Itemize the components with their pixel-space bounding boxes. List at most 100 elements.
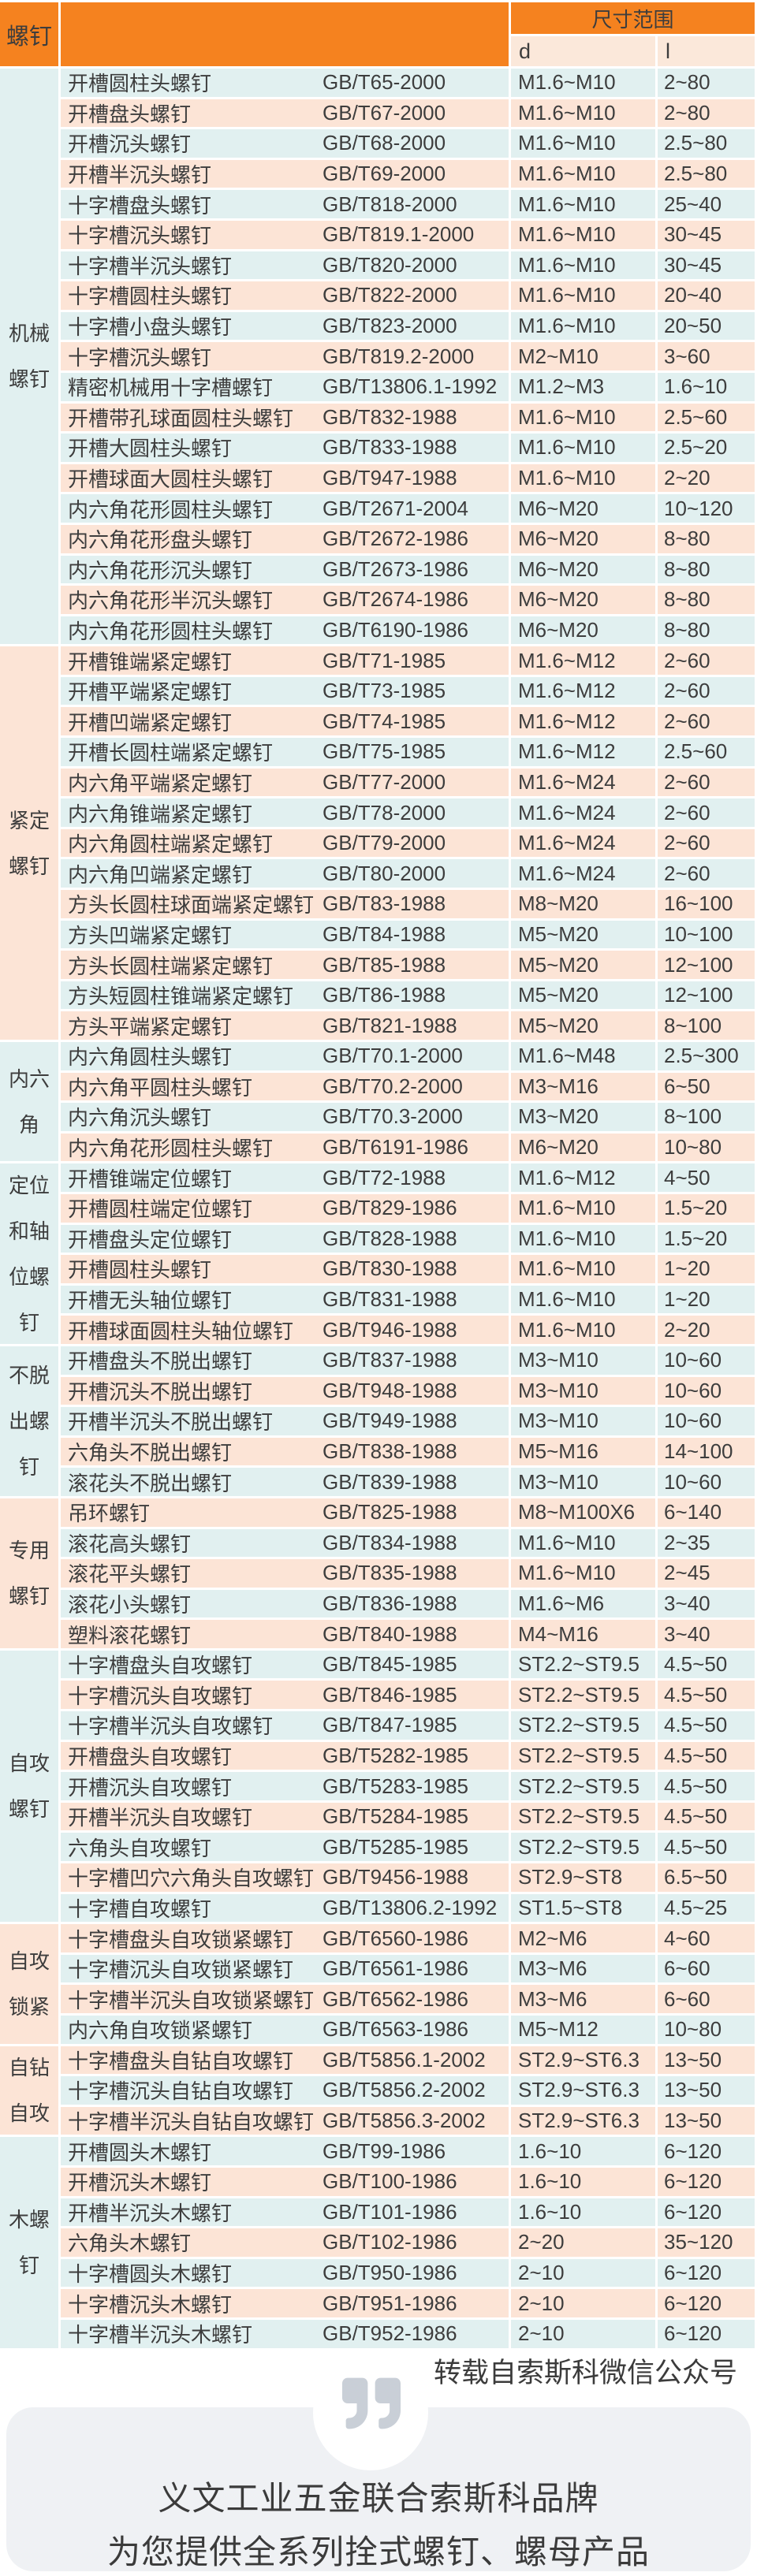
standard-number-text: GB/T77-2000 [323,769,446,794]
d-value-cell: M1.6~M10 [511,403,655,432]
l-value-cell: 3~40 [658,1589,755,1618]
d-value-cell: M3~M10 [511,1407,655,1435]
l-value-cell: 6~60 [658,1954,755,1983]
l-value-cell: 2.5~80 [658,129,755,158]
category-label-line: 位螺 [8,1264,50,1289]
credit-note: 转载自索斯科微信公众号 [433,2358,737,2388]
l-value-cell: 10~80 [658,2016,755,2044]
standard-number-text: GB/T846-1985 [323,1682,457,1707]
standard-number-text: GB/T828-1988 [323,1226,457,1250]
d-value-cell: ST2.9~ST6.3 [511,2106,655,2135]
l-value-cell: 4.5~50 [658,1711,755,1740]
standard-number-text: GB/T822-2000 [323,283,457,307]
screw-name-text: 十字槽沉头木螺钉 [68,2292,233,2317]
standard-number-text: GB/T74-1985 [323,709,446,733]
category-cell: 木螺钉 [0,2137,58,2348]
l-value-cell: 4.5~50 [658,1802,755,1831]
screw-name-text: 六角头木螺钉 [68,2232,192,2256]
d-value-cell: M1.2~M3 [511,372,655,401]
row-name-standard-cell: 开槽盘头定位螺钉 GB/T828-1988 [61,1224,509,1253]
screw-name-text: 十字槽半沉头木螺钉 [68,2323,253,2347]
screw-name-text: 内六角圆柱头螺钉 [68,1045,233,1070]
standard-number-text: GB/T5856.2-2002 [323,2078,486,2102]
screw-name-text: 十字槽盘头螺钉 [68,193,212,218]
standard-number-text: GB/T2671-2004 [323,496,469,520]
d-value-cell: M1.6~M6 [511,1589,655,1618]
l-value-cell: 1~20 [658,1255,755,1283]
banner-line-2: 为您提供全系列拴式螺钉、螺母产品 [106,2533,650,2570]
standard-number-text: GB/T86-1988 [323,983,446,1007]
row-name-standard-cell: 开槽半沉头螺钉 GB/T69-2000 [61,159,509,188]
d-value-cell: M1.6~M10 [511,1559,655,1588]
row-name-standard-cell: 方头平端紧定螺钉 GB/T821-1988 [61,1011,509,1040]
l-value-cell: 4.5~50 [658,1833,755,1862]
quote-icon-svg [342,2377,401,2429]
table-corner-header: 螺钉 [0,2,58,66]
standard-number-text: GB/T13806.1-1992 [323,374,498,399]
row-name-standard-cell: 开槽球面圆柱头轴位螺钉 GB/T946-1988 [61,1316,509,1344]
row-name-standard-cell: 开槽平端紧定螺钉 GB/T73-1985 [61,676,509,705]
row-name-standard-cell: 内六角锥端紧定螺钉 GB/T78-2000 [61,798,509,827]
standard-number-text: GB/T6191-1986 [323,1135,469,1160]
l-value-cell: 16~100 [658,890,755,918]
l-value-cell: 10~60 [658,1346,755,1375]
category-label-line: 自钻 [8,2055,50,2079]
d-column-header: d [511,36,655,66]
screw-name-text: 十字槽沉头螺钉 [68,224,212,248]
l-value-cell: 6~120 [658,2258,755,2288]
standard-number-text: GB/T5285-1985 [323,1834,469,1859]
l-value-cell: 3~60 [658,342,755,370]
screw-name-text: 开槽沉头螺钉 [68,132,192,157]
screw-name-text: 方头平端紧定螺钉 [68,1014,233,1039]
standard-number-text: GB/T818-2000 [323,192,457,216]
standard-number-text: GB/T819.2-2000 [323,344,475,368]
category-label-line: 和轴 [8,1219,50,1243]
row-name-standard-cell: 开槽凹端紧定螺钉 GB/T74-1985 [61,707,509,736]
screw-name-text: 方头长圆柱球面端紧定螺钉 [68,893,315,918]
row-name-standard-cell: 开槽圆柱头螺钉 GB/T65-2000 [61,69,509,97]
category-label-line: 钉 [18,2253,39,2277]
l-value-cell: 4.5~50 [658,1650,755,1679]
d-value-cell: 2~20 [511,2228,655,2257]
row-name-standard-cell: 十字槽沉头螺钉 GB/T819.2-2000 [61,342,509,370]
d-value-cell: M3~M10 [511,1346,655,1375]
row-name-standard-cell: 内六角圆柱头螺钉 GB/T70.1-2000 [61,1042,509,1070]
l-value-cell: 2.5~60 [658,403,755,432]
d-value-cell: M5~M20 [511,951,655,979]
standard-number-text: GB/T5856.1-2002 [323,2047,486,2072]
standard-number-text: GB/T839-1988 [323,1469,457,1494]
d-value-cell: M1.6~M48 [511,1042,655,1070]
row-name-standard-cell: 开槽盘头自攻螺钉 GB/T5282-1985 [61,1741,509,1770]
d-value-cell: M5~M20 [511,920,655,949]
d-value-cell: M6~M20 [511,524,655,553]
d-value-cell: M1.6~M10 [511,1224,655,1253]
standard-number-text: GB/T13806.2-1992 [323,1895,498,1919]
screw-name-text: 内六角平端紧定螺钉 [68,771,253,795]
screw-name-text: 滚花高头螺钉 [68,1532,192,1556]
row-name-standard-cell: 开槽半沉头木螺钉 GB/T101-1986 [61,2198,509,2227]
l-value-cell: 13~50 [658,2076,755,2105]
screw-name-text: 十字槽沉头自攻锁紧螺钉 [68,1958,294,1982]
l-value-cell: 6~140 [658,1498,755,1527]
d-value-cell: ST2.9~ST6.3 [511,2046,655,2075]
d-value-cell: M1.6~M12 [511,676,655,705]
standard-number-text: GB/T5284-1985 [323,1804,469,1829]
standard-number-text: GB/T834-1988 [323,1530,457,1554]
row-name-standard-cell: 开槽大圆柱头螺钉 GB/T833-1988 [61,434,509,462]
d-value-cell: M3~M6 [511,1985,655,2013]
category-label-line: 机械 [8,322,50,346]
screw-name-text: 开槽带孔球面圆柱头螺钉 [68,406,294,430]
l-value-cell: 8~80 [658,616,755,645]
screw-name-text: 内六角锥端紧定螺钉 [68,802,253,826]
l-value-cell: 8~80 [658,555,755,584]
row-name-standard-cell: 方头凹端紧定螺钉 GB/T84-1988 [61,920,509,949]
screw-name-text: 开槽球面大圆柱头螺钉 [68,467,274,492]
screw-name-text: 内六角花形圆柱头螺钉 [68,497,274,522]
l-value-cell: 10~80 [658,1133,755,1162]
screw-name-text: 吊环螺钉 [68,1502,151,1526]
row-name-standard-cell: 开槽沉头螺钉 GB/T68-2000 [61,129,509,158]
l-value-cell: 4.5~50 [658,1772,755,1800]
d-value-cell: M5~M20 [511,1011,655,1040]
row-name-standard-cell: 方头长圆柱端紧定螺钉 GB/T85-1988 [61,951,509,979]
